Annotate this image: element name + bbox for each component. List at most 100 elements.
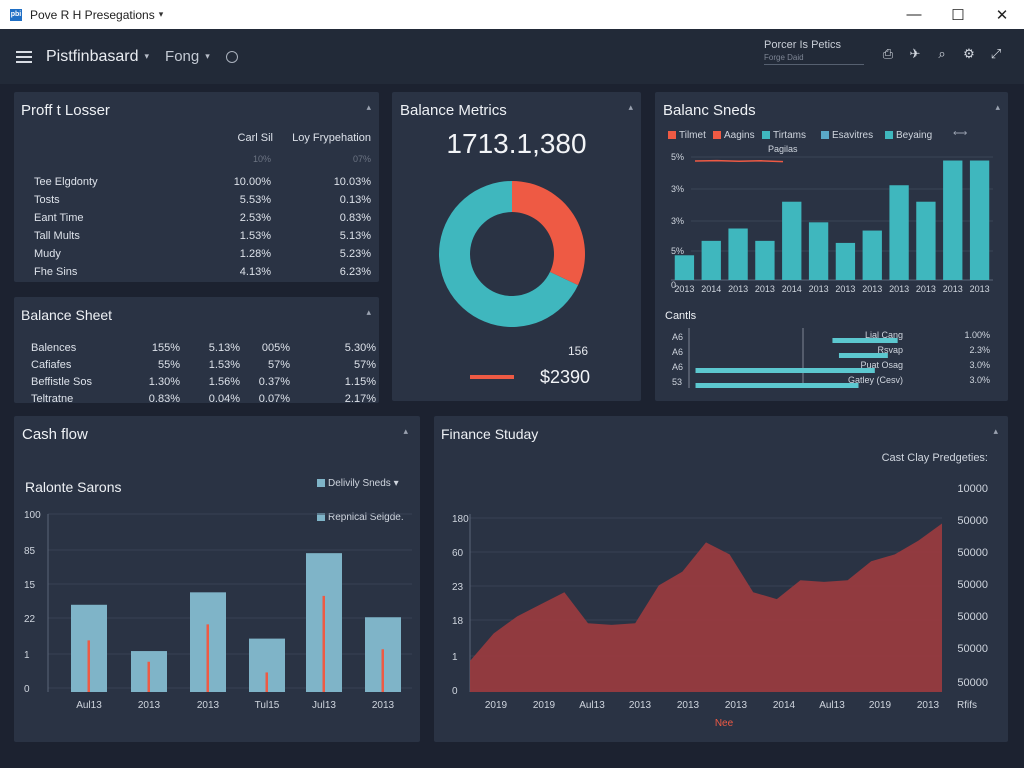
x-tick-label: 2013 bbox=[943, 284, 963, 294]
area-series[interactable] bbox=[470, 523, 942, 692]
donut-chart bbox=[439, 181, 585, 327]
bar[interactable] bbox=[835, 242, 856, 280]
bar[interactable] bbox=[862, 230, 882, 280]
bar[interactable] bbox=[674, 255, 695, 280]
table-cell: 5.53% bbox=[239, 194, 271, 206]
x-tick-label: 2013 bbox=[629, 700, 652, 711]
gantt-item-label: Lial Cang bbox=[865, 330, 903, 340]
chevron-up-icon[interactable]: ▴ bbox=[366, 307, 371, 317]
right-axis-label: 50000 bbox=[957, 643, 988, 655]
expand-icon[interactable]: ⤢ bbox=[990, 46, 1002, 61]
metric-amount: $2390 bbox=[540, 367, 591, 387]
x-tick-label: 2013 bbox=[755, 284, 775, 294]
chevron-up-icon[interactable]: ▴ bbox=[366, 102, 371, 112]
x-tick-label: 2014 bbox=[773, 700, 796, 711]
gantt-item-value: 1.00% bbox=[964, 330, 990, 340]
bar-marker bbox=[322, 595, 325, 692]
bar[interactable] bbox=[701, 240, 721, 280]
export-icon[interactable]: ⎙ bbox=[882, 46, 894, 61]
legend-dropdown[interactable]: Delivily Sneds ▾ bbox=[317, 478, 399, 489]
bar[interactable] bbox=[969, 160, 990, 280]
settings-icon[interactable]: ⚙ bbox=[963, 46, 975, 61]
table-cell: 55% bbox=[157, 359, 180, 371]
menu-icon[interactable] bbox=[16, 50, 32, 63]
maximize-button[interactable]: ☐ bbox=[951, 6, 965, 24]
bar[interactable] bbox=[916, 201, 936, 280]
chart-subtitle: Cast Clay Predgeties: bbox=[881, 452, 988, 464]
column-header: Carl Sil bbox=[237, 132, 273, 144]
column-header: Loy Frypehation bbox=[292, 132, 371, 144]
chevron-down-icon[interactable]: ▾ bbox=[158, 9, 164, 19]
chevron-up-icon[interactable]: ▴ bbox=[403, 426, 408, 436]
y-tick-label: 5% bbox=[671, 246, 684, 256]
legend-item[interactable]: Aagins bbox=[713, 130, 755, 141]
right-axis-label: 50000 bbox=[957, 579, 988, 591]
bar-chart: 100 85 15 22 1 0 Aul13 2013 2013 Tul15 Jul13 2013 bbox=[24, 510, 412, 711]
chevron-up-icon[interactable]: ▴ bbox=[995, 102, 1000, 112]
gantt-bar[interactable] bbox=[832, 338, 898, 343]
donut-slice[interactable] bbox=[512, 181, 585, 286]
x-tick-label: Aul13 bbox=[76, 700, 102, 711]
x-tick-label: 2013 bbox=[917, 700, 940, 711]
arrows-icon[interactable]: ⟷ bbox=[953, 128, 968, 139]
bird-icon[interactable]: ✈ bbox=[909, 46, 921, 61]
chevron-up-icon[interactable]: ▴ bbox=[993, 426, 998, 436]
bar[interactable] bbox=[755, 240, 775, 280]
column-subheader: 10% bbox=[252, 154, 271, 164]
legend-item[interactable]: Tirtams bbox=[762, 130, 806, 141]
legend-label: Beyaing bbox=[896, 130, 933, 141]
gantt-item-label: Rsvap bbox=[877, 345, 903, 355]
panel-title: Balance Metrics bbox=[400, 102, 507, 119]
bar[interactable] bbox=[889, 185, 909, 280]
table-cell: 1.30% bbox=[148, 376, 180, 388]
x-tick-label: 2014 bbox=[782, 284, 802, 294]
bar[interactable] bbox=[808, 222, 829, 280]
gantt-bar[interactable] bbox=[695, 383, 859, 388]
chevron-up-icon[interactable]: ▴ bbox=[628, 102, 633, 112]
legend-swatch bbox=[713, 131, 721, 140]
bar[interactable] bbox=[782, 201, 802, 280]
table-cell: 10.03% bbox=[333, 176, 371, 188]
y-tick-label: 0 bbox=[671, 280, 676, 290]
y-tick-label: 3% bbox=[671, 216, 684, 226]
minimize-button[interactable]: — bbox=[906, 6, 922, 23]
x-tick-label: 2013 bbox=[970, 284, 990, 294]
x-tick-label: 2013 bbox=[677, 700, 700, 711]
filter-menu[interactable]: Fong bbox=[165, 48, 200, 65]
x-tick-label: 2013 bbox=[862, 284, 882, 294]
window-title: Pove R H Presegations bbox=[30, 7, 155, 22]
right-axis-label: 10000 bbox=[957, 483, 988, 495]
table-cell: 0.13% bbox=[339, 194, 371, 206]
bar-marker bbox=[87, 640, 90, 692]
gantt-row-label: A6 bbox=[672, 347, 683, 357]
refresh-icon[interactable] bbox=[225, 50, 238, 63]
balance-sheet-panel: Balance Sheet ▴ Balences 155% 5.13% 005% 5.3… bbox=[14, 297, 379, 405]
table-cell: 1.53% bbox=[239, 230, 271, 242]
legend-item[interactable]: Tilmet bbox=[668, 130, 706, 141]
legend-item[interactable]: Esavitres bbox=[821, 130, 873, 141]
legend-swatch bbox=[885, 131, 893, 140]
bar[interactable] bbox=[943, 160, 963, 280]
bar[interactable] bbox=[728, 228, 748, 281]
table-cell: 5.13% bbox=[339, 230, 371, 242]
y-tick-label: 15 bbox=[24, 580, 36, 591]
report-selector[interactable]: Porcer Is Petics Forge Daid bbox=[764, 39, 864, 65]
chevron-down-icon[interactable]: ▾ bbox=[205, 51, 210, 61]
x-tick-label: Rfifs bbox=[957, 700, 977, 711]
search-icon[interactable]: ⌕ bbox=[938, 46, 946, 61]
legend-item[interactable]: Beyaing bbox=[885, 130, 932, 141]
donut-slice[interactable] bbox=[439, 181, 579, 327]
gantt-row-label: A6 bbox=[672, 362, 683, 372]
x-tick-label: 2013 bbox=[372, 700, 395, 711]
gantt-bar[interactable] bbox=[838, 353, 888, 358]
close-button[interactable]: ✕ bbox=[995, 6, 1009, 24]
gantt-bar[interactable] bbox=[695, 368, 875, 373]
panel-title: Balanc Sneds bbox=[663, 102, 756, 119]
dashboard-title[interactable]: Pistfinbasard bbox=[46, 47, 139, 65]
chevron-down-icon[interactable]: ▾ bbox=[144, 51, 150, 61]
panel-title: Finance Studay bbox=[441, 426, 539, 442]
balance-metrics-panel: Balance Metrics ▴ 1713.1,380 156 $2390 bbox=[392, 92, 641, 401]
table-cell: 155% bbox=[151, 342, 180, 354]
y-tick-label: 60 bbox=[452, 548, 464, 559]
trend-line bbox=[694, 159, 784, 163]
